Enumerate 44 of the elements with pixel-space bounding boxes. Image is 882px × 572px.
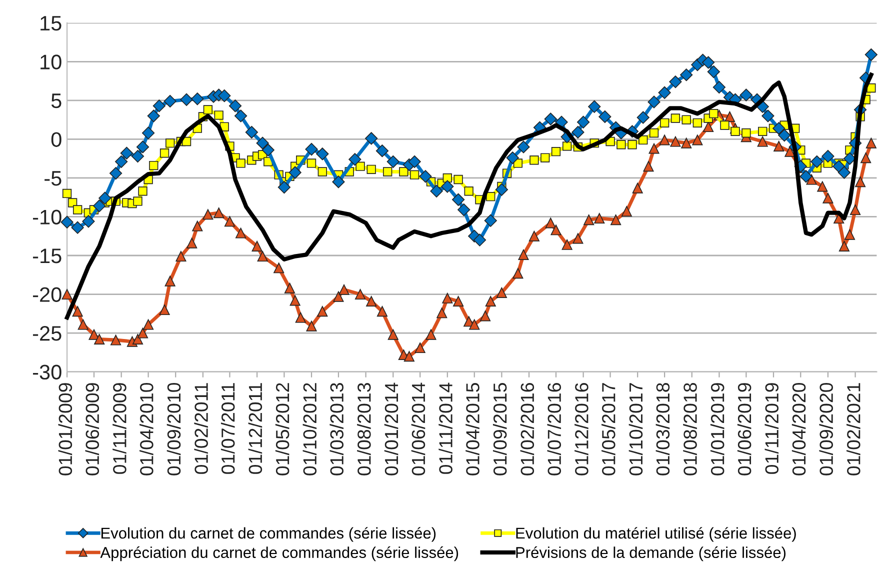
x-tick-label: 01/03/2018	[656, 383, 670, 476]
x-tick-label: 01/11/2009	[112, 383, 126, 474]
x-tick-label: 01/08/2013	[357, 383, 371, 476]
x-tick-label: 01/02/2011	[194, 383, 208, 474]
y-tick-label: 5	[51, 94, 62, 108]
x-tick-label: 01/04/2020	[792, 382, 806, 476]
x-tick-label: 01/09/2020	[819, 382, 833, 476]
x-tick-label: 01/03/2013	[330, 383, 344, 476]
x-tick-label: 01/06/2014	[411, 382, 426, 476]
x-tick-label: 01/08/2018	[683, 383, 697, 476]
x-tick-label: 01/05/2017	[602, 383, 616, 476]
x-tick-label: 01/01/2019	[710, 383, 724, 476]
legend-label: Evolution du carnet de commandes (série lissée)	[101, 527, 436, 542]
x-tick-label: 01/01/2014	[384, 382, 398, 476]
x-tick-label: 01/07/2011	[220, 383, 235, 474]
y-tick-label: -10	[32, 210, 62, 224]
x-tick-label: 01/01/2009	[58, 383, 72, 476]
x-tick-label: 01/12/2011	[248, 383, 262, 474]
y-tick-label: -15	[32, 248, 62, 264]
x-tick-label: 01/09/2015	[492, 382, 507, 476]
legend-label: Prévisions de la demande (série lissée)	[516, 546, 786, 562]
y-tick-label: 0	[51, 132, 62, 147]
legend-label: Evolution du matériel utilisé (série lissée)	[516, 527, 796, 542]
x-tick-label: 01/10/2012	[302, 383, 317, 476]
y-tick-label: -25	[32, 326, 62, 341]
legend-label: Appréciation du carnet de commandes (série lissée)	[100, 546, 458, 562]
x-tick-label: 01/11/2014	[438, 382, 452, 474]
x-tick-label: 01/04/2010	[140, 382, 154, 476]
x-tick-label: 01/12/2016	[574, 383, 588, 476]
x-tick-label: 01/02/2021	[846, 383, 860, 476]
x-tick-label: 01/07/2016	[547, 383, 562, 476]
y-tick-label: 15	[40, 16, 62, 31]
x-tick-label: 01/09/2010	[166, 382, 181, 476]
x-tick-label: 01/11/2019	[764, 383, 779, 474]
x-tick-label: 01/05/2012	[275, 383, 290, 476]
x-tick-label: 01/02/2016	[520, 383, 534, 476]
y-tick-label: -20	[32, 287, 62, 302]
y-tick-label: 10	[40, 54, 62, 70]
x-tick-label: 01/10/2017	[628, 383, 643, 476]
x-tick-label: 01/06/2019	[737, 383, 752, 476]
y-tick-label: -5	[44, 171, 62, 186]
y-tick-label: -30	[32, 364, 62, 380]
x-tick-label: 01/06/2009	[85, 383, 100, 476]
x-tick-label: 01/04/2015	[466, 382, 480, 476]
